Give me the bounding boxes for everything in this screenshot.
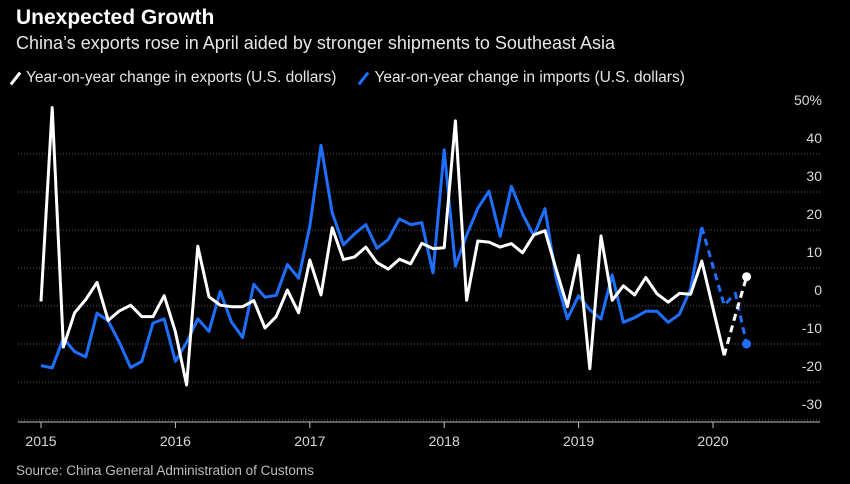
series-line-1 xyxy=(40,143,704,370)
legend-label-exports: Year-on-year change in exports (U.S. dol… xyxy=(26,69,337,86)
gridlines xyxy=(18,153,820,421)
x-tick-label: 2020 xyxy=(697,433,728,449)
series-line-projected-1 xyxy=(700,226,749,345)
chart-title: Unexpected Growth xyxy=(16,6,215,29)
series-lines xyxy=(39,106,752,387)
legend: Year-on-year change in exports (U.S. dol… xyxy=(9,69,711,87)
series-end-point-1 xyxy=(742,339,752,349)
series-line-0 xyxy=(39,106,726,387)
series-line-projected-0 xyxy=(722,276,749,356)
y-tick-label: 40 xyxy=(806,130,822,146)
x-tick-label: 2018 xyxy=(429,433,460,449)
x-tick-label: 2016 xyxy=(160,433,191,449)
y-tick-label: -30 xyxy=(802,396,822,412)
y-tick-label: 20 xyxy=(806,206,822,222)
x-tick-label: 2019 xyxy=(563,433,594,449)
x-axis: 2015 2016 2017 2018 2019 2020 xyxy=(18,421,820,449)
y-tick-label: 30 xyxy=(806,168,822,184)
x-tick-label: 2015 xyxy=(25,433,56,449)
legend-label-imports: Year-on-year change in imports (U.S. dol… xyxy=(374,69,685,86)
chart-source: Source: China General Administration of … xyxy=(16,463,314,478)
chart-subtitle: China’s exports rose in April aided by s… xyxy=(16,33,616,53)
y-tick-label: 50% xyxy=(794,92,822,108)
y-tick-label: 10 xyxy=(806,244,822,260)
legend-item-exports: Year-on-year change in exports (U.S. dol… xyxy=(9,69,337,87)
x-tick-label: 2017 xyxy=(294,433,325,449)
y-tick-label: -10 xyxy=(802,320,822,336)
y-tick-label: -20 xyxy=(802,358,822,374)
legend-item-imports: Year-on-year change in imports (U.S. dol… xyxy=(358,69,685,87)
y-tick-label: 0 xyxy=(814,282,822,298)
series-end-point-0 xyxy=(742,272,752,282)
y-axis: 50% 40 30 20 10 0 -10 -20 -30 xyxy=(794,92,822,412)
